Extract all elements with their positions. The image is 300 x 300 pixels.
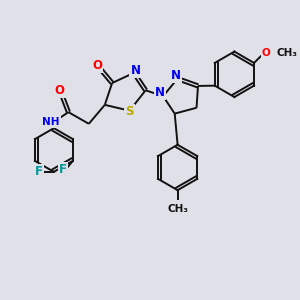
Text: N: N xyxy=(155,86,165,99)
Text: CH₃: CH₃ xyxy=(277,48,298,58)
Text: F: F xyxy=(35,165,43,178)
Text: CH₃: CH₃ xyxy=(167,204,188,214)
Text: O: O xyxy=(55,84,65,98)
Text: O: O xyxy=(261,48,270,58)
Text: N: N xyxy=(130,64,140,77)
Text: O: O xyxy=(92,59,103,72)
Text: F: F xyxy=(58,163,67,176)
Text: N: N xyxy=(171,69,181,82)
Text: S: S xyxy=(125,105,134,118)
Text: NH: NH xyxy=(42,117,60,127)
